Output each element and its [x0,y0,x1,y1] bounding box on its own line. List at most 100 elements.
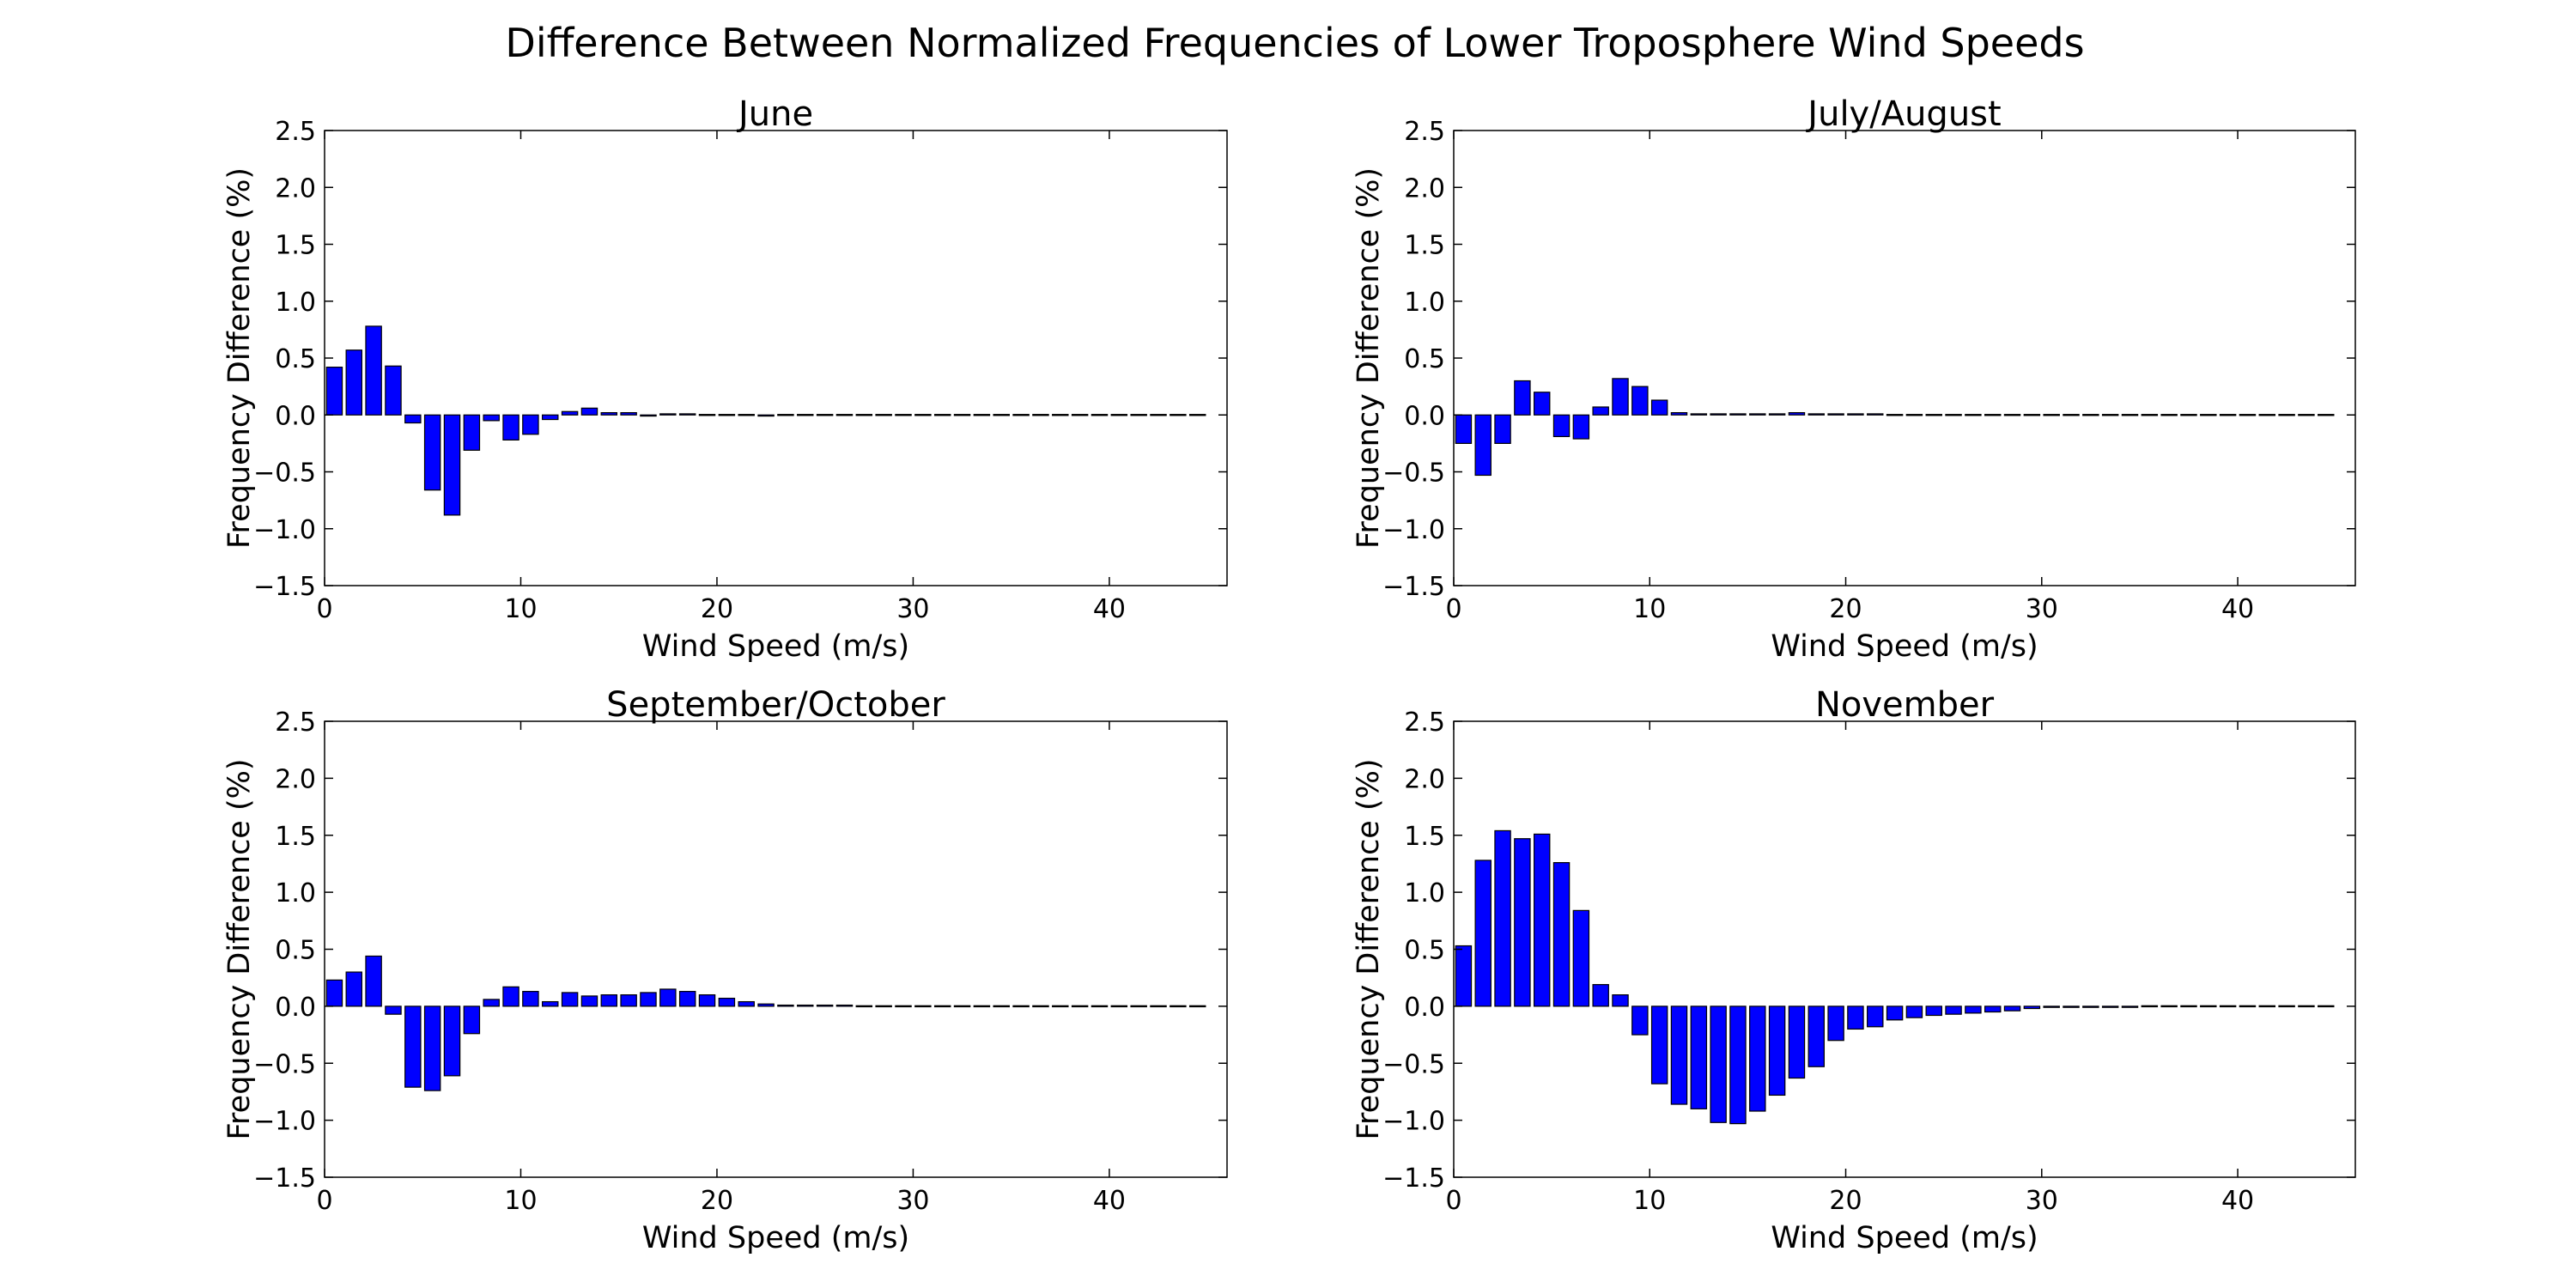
bar [2063,414,2080,416]
y-tick-label: 2.5 [1404,708,1445,738]
x-tick-label: 10 [1633,1186,1666,1216]
bar [993,414,1010,416]
bar [2141,1005,2159,1008]
bar [1631,1005,1649,1036]
figure-title: Difference Between Normalized Frequencie… [505,20,2084,66]
bar [1110,1005,1128,1008]
y-tick-label: −1.5 [1382,1163,1445,1194]
y-tick-label: 1.0 [275,288,316,318]
bar [1494,829,1511,1007]
bar [2180,1005,2197,1008]
bar [1965,414,1982,416]
y-tick-label: 2.0 [1404,764,1445,794]
y-tick-label: −1.0 [253,1107,316,1137]
panel-title: September/October [606,685,945,725]
bar [1514,838,1531,1007]
bar [1188,1005,1206,1008]
bar [2101,1005,2119,1008]
bar [325,979,343,1007]
x-tick-label: 30 [2026,594,2058,624]
bar [659,988,677,1007]
bar [385,1005,402,1015]
bar [1455,414,1473,444]
bar [600,412,618,416]
bar [1807,413,1826,416]
bar [2003,414,2021,416]
y-tick-label: −0.5 [253,459,316,489]
bar [483,999,500,1007]
x-tick-label: 20 [1829,594,1862,624]
bar [2101,414,2119,416]
x-axis-label: Wind Speed (m/s) [1771,629,2038,664]
y-tick-label: 1.5 [275,231,316,261]
bar [1749,1005,1766,1112]
x-tick-label: 0 [316,1186,332,1216]
bar [678,991,696,1007]
bar [973,1005,991,1008]
bar [2298,414,2315,416]
y-axis-label: Frequency Difference (%) [222,167,257,549]
x-tick-label: 10 [504,1186,537,1216]
y-axis-label: Frequency Difference (%) [222,758,257,1139]
panel-title: July/August [1805,94,2001,134]
bar [816,414,834,416]
bar [2258,1005,2276,1008]
bar [1905,414,1923,416]
bar [973,414,991,416]
y-tick-label: 0.5 [1404,344,1445,374]
bar [698,993,716,1007]
y-tick-label: 0.0 [1404,993,1445,1023]
bar [835,414,854,416]
y-tick-label: 1.5 [1404,822,1445,852]
bar [914,414,932,416]
bar [561,992,579,1007]
bar [875,1005,892,1008]
bar [2200,414,2217,416]
x-axis-label: Wind Speed (m/s) [642,1221,909,1255]
bar [2141,414,2159,416]
y-tick-label: −1.5 [253,1163,316,1194]
x-tick-label: 40 [2221,594,2254,624]
bar [365,325,382,416]
bar [345,349,363,416]
bar [561,410,579,416]
x-axis-label: Wind Speed (m/s) [642,629,909,664]
bar [1130,414,1147,416]
bar [1012,414,1030,416]
bar [1150,414,1167,416]
bar [1170,1005,1187,1008]
bar [1091,414,1109,416]
x-tick-label: 30 [896,1186,929,1216]
bar [953,1005,971,1008]
bar [1650,399,1668,416]
bar [1032,1005,1049,1008]
bar [1130,1005,1147,1008]
bar [1533,833,1551,1007]
bar [1710,413,1727,416]
bar [1032,414,1049,416]
bar [738,1000,755,1007]
bar [463,1005,481,1035]
bar [777,1004,794,1007]
bar [1788,412,1806,416]
y-tick-label: −0.5 [1382,1049,1445,1079]
bar [797,1004,814,1007]
bar [1945,414,1962,416]
y-tick-label: 1.5 [1404,231,1445,261]
bar [757,414,775,417]
bar [1474,414,1492,477]
bar [1690,413,1708,416]
bar [2200,1005,2217,1008]
bar [2219,414,2237,416]
bar [443,1005,461,1077]
y-axis-label: Frequency Difference (%) [1352,167,1386,549]
bar [2258,414,2276,416]
bar [1170,414,1187,416]
bar [1012,1005,1030,1008]
bar [1749,413,1766,416]
bar [895,414,912,416]
bar [2160,414,2178,416]
bar [718,997,736,1007]
